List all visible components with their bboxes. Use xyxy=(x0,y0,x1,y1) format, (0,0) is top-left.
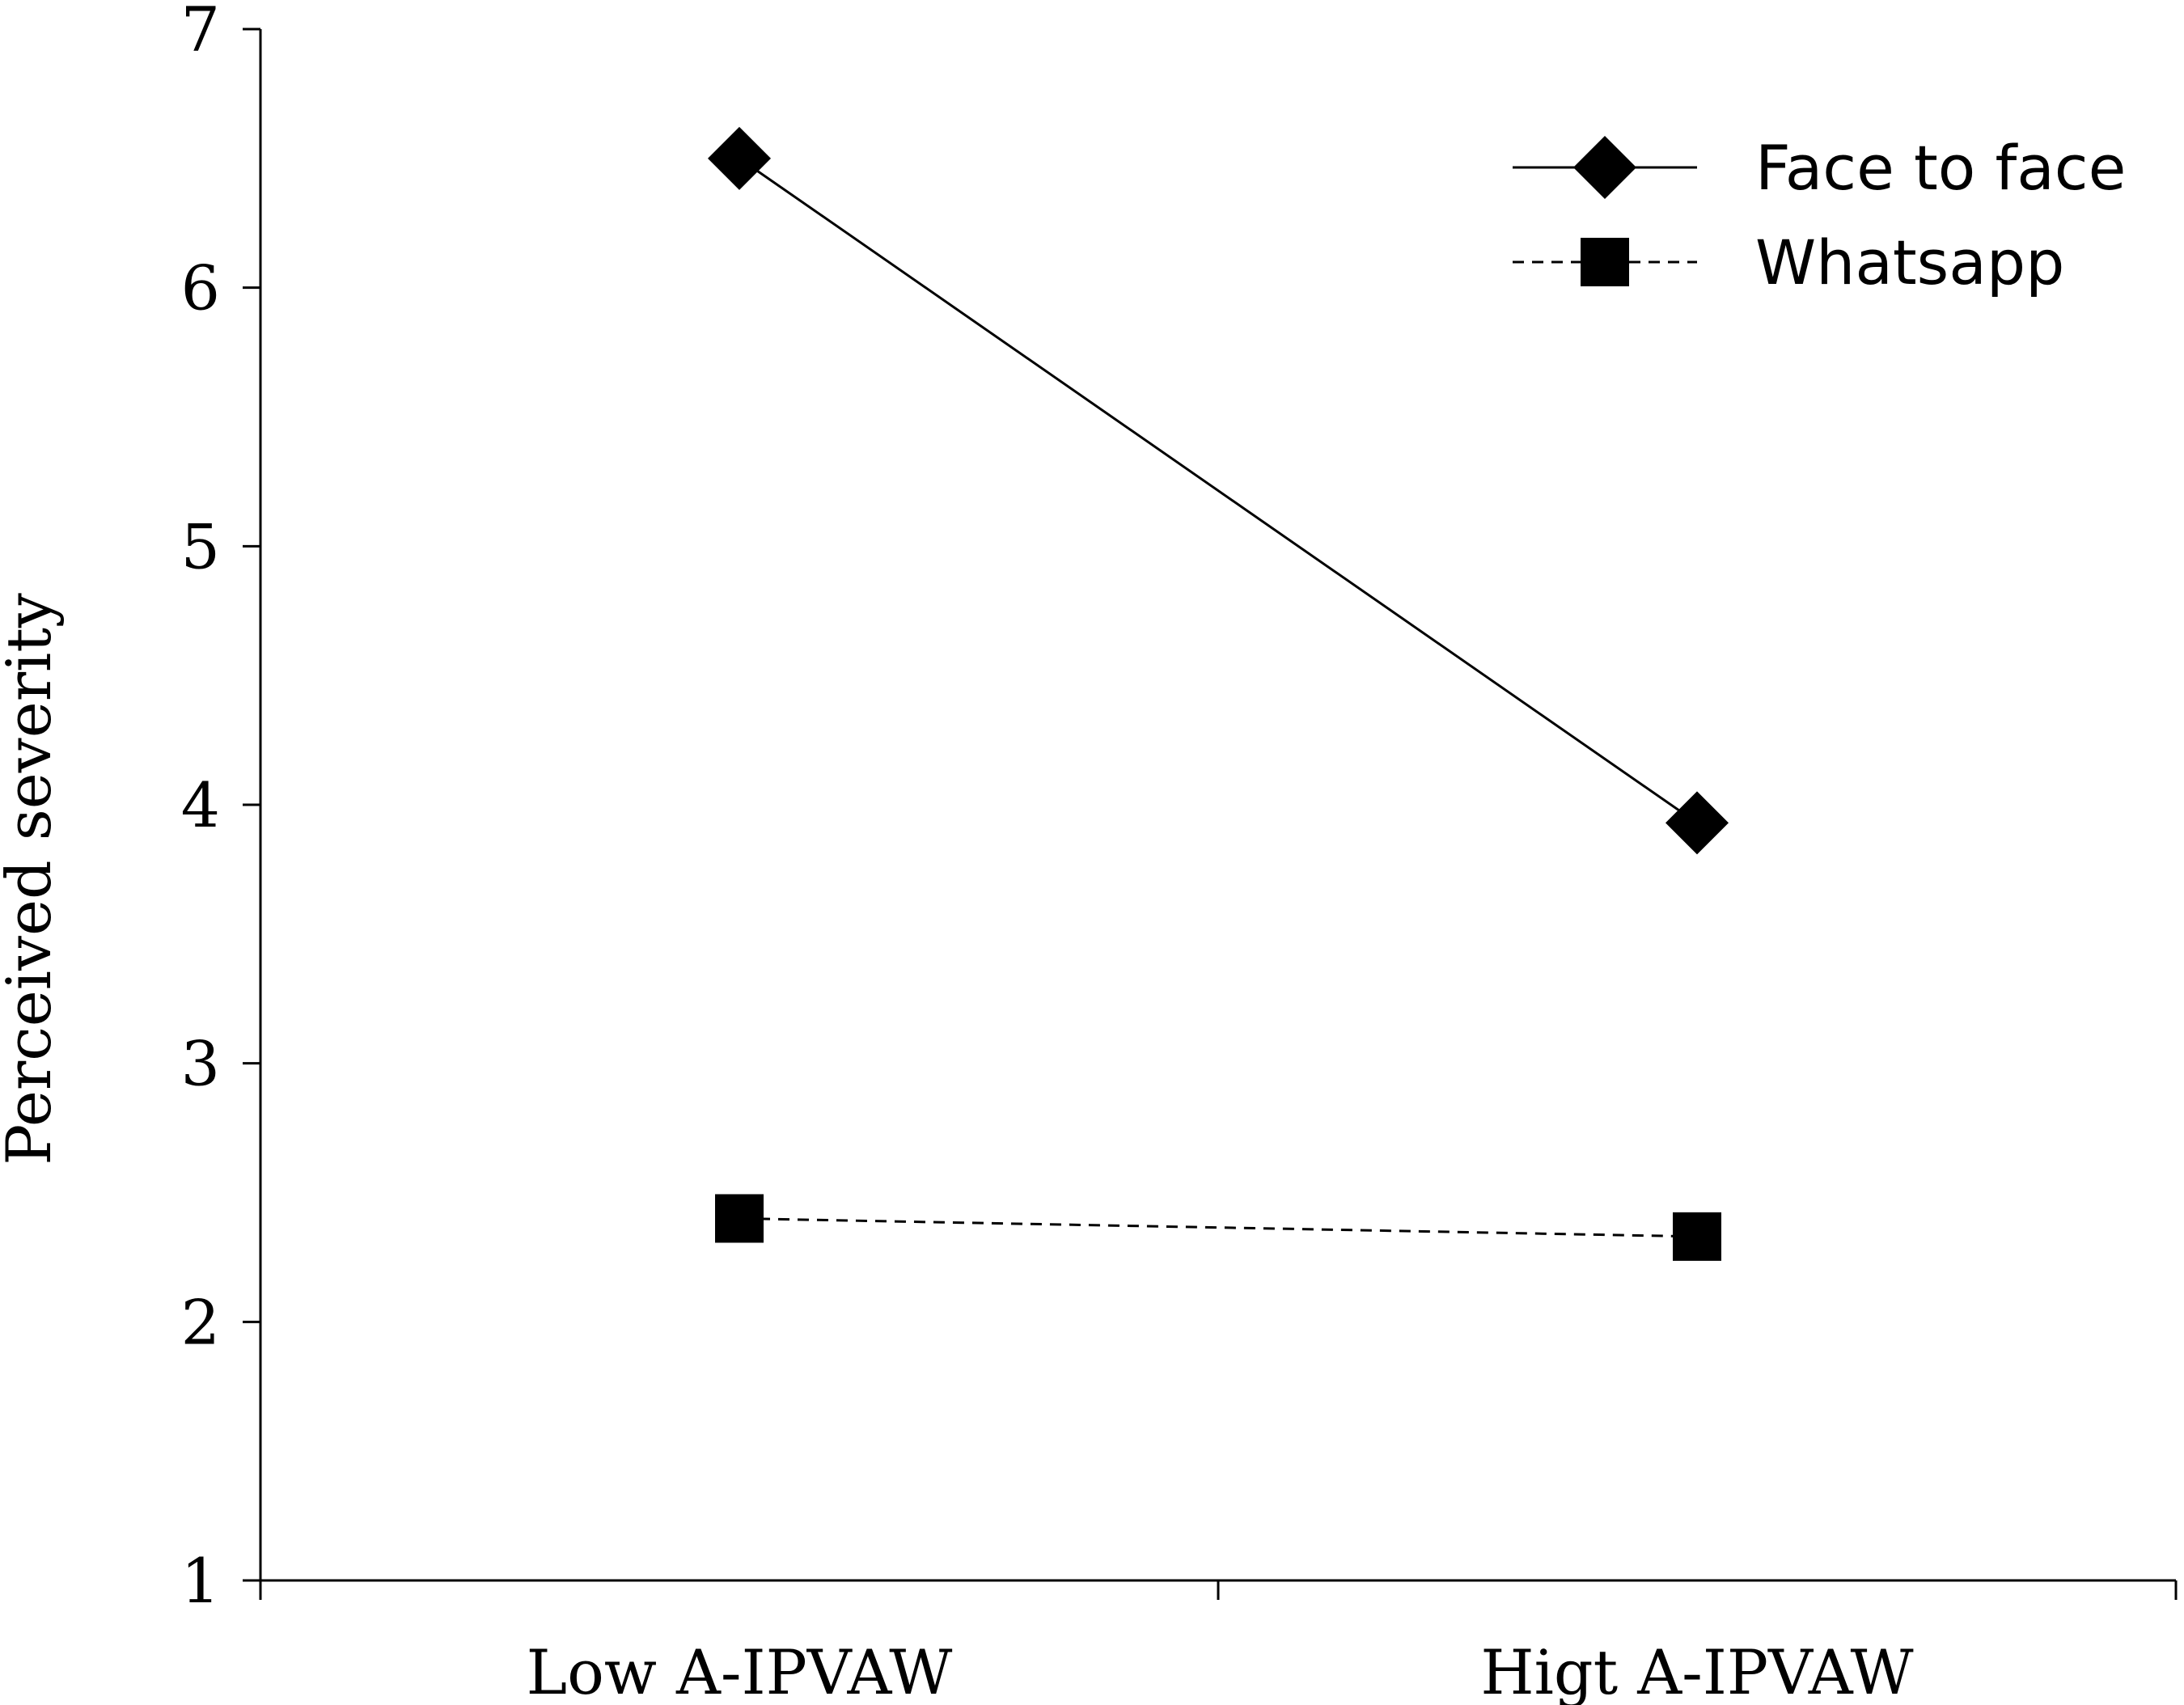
series-1 xyxy=(715,1194,1721,1261)
y-tick-label: 6 xyxy=(181,252,220,324)
series-line xyxy=(739,157,1698,824)
legend: Face to face Whatsapp xyxy=(1513,132,2126,298)
y-tick-label: 7 xyxy=(181,0,220,66)
y-tick-label: 3 xyxy=(181,1028,220,1100)
legend-marker xyxy=(1573,136,1636,199)
y-tick-label: 5 xyxy=(181,510,220,582)
data-point xyxy=(715,1194,764,1243)
x-tick-label: Higt A-IPVAW xyxy=(1480,1636,1913,1705)
x-ticks: Low A-IPVAW Higt A-IPVAW xyxy=(259,1580,2178,1705)
legend-label: Whatsapp xyxy=(1755,226,2064,298)
data-point xyxy=(708,126,771,190)
y-tick-label: 2 xyxy=(181,1286,220,1358)
legend-label: Face to face xyxy=(1755,132,2126,204)
data-point xyxy=(1673,1212,1721,1261)
legend-marker xyxy=(1581,238,1629,286)
legend-item-0: Face to face xyxy=(1513,132,2126,204)
legend-item-1: Whatsapp xyxy=(1513,226,2064,298)
x-tick-label: Low A-IPVAW xyxy=(527,1636,953,1705)
y-tick-label: 1 xyxy=(181,1545,220,1617)
series-line xyxy=(739,1216,1698,1238)
y-tick-label: 4 xyxy=(181,769,220,841)
data-point xyxy=(1666,791,1729,855)
y-axis-label: Perceived severity xyxy=(0,593,65,1166)
series-layer xyxy=(708,126,1729,1261)
y-ticks: 1 2 3 4 5 6 7 xyxy=(181,0,260,1617)
series-0 xyxy=(708,126,1729,855)
